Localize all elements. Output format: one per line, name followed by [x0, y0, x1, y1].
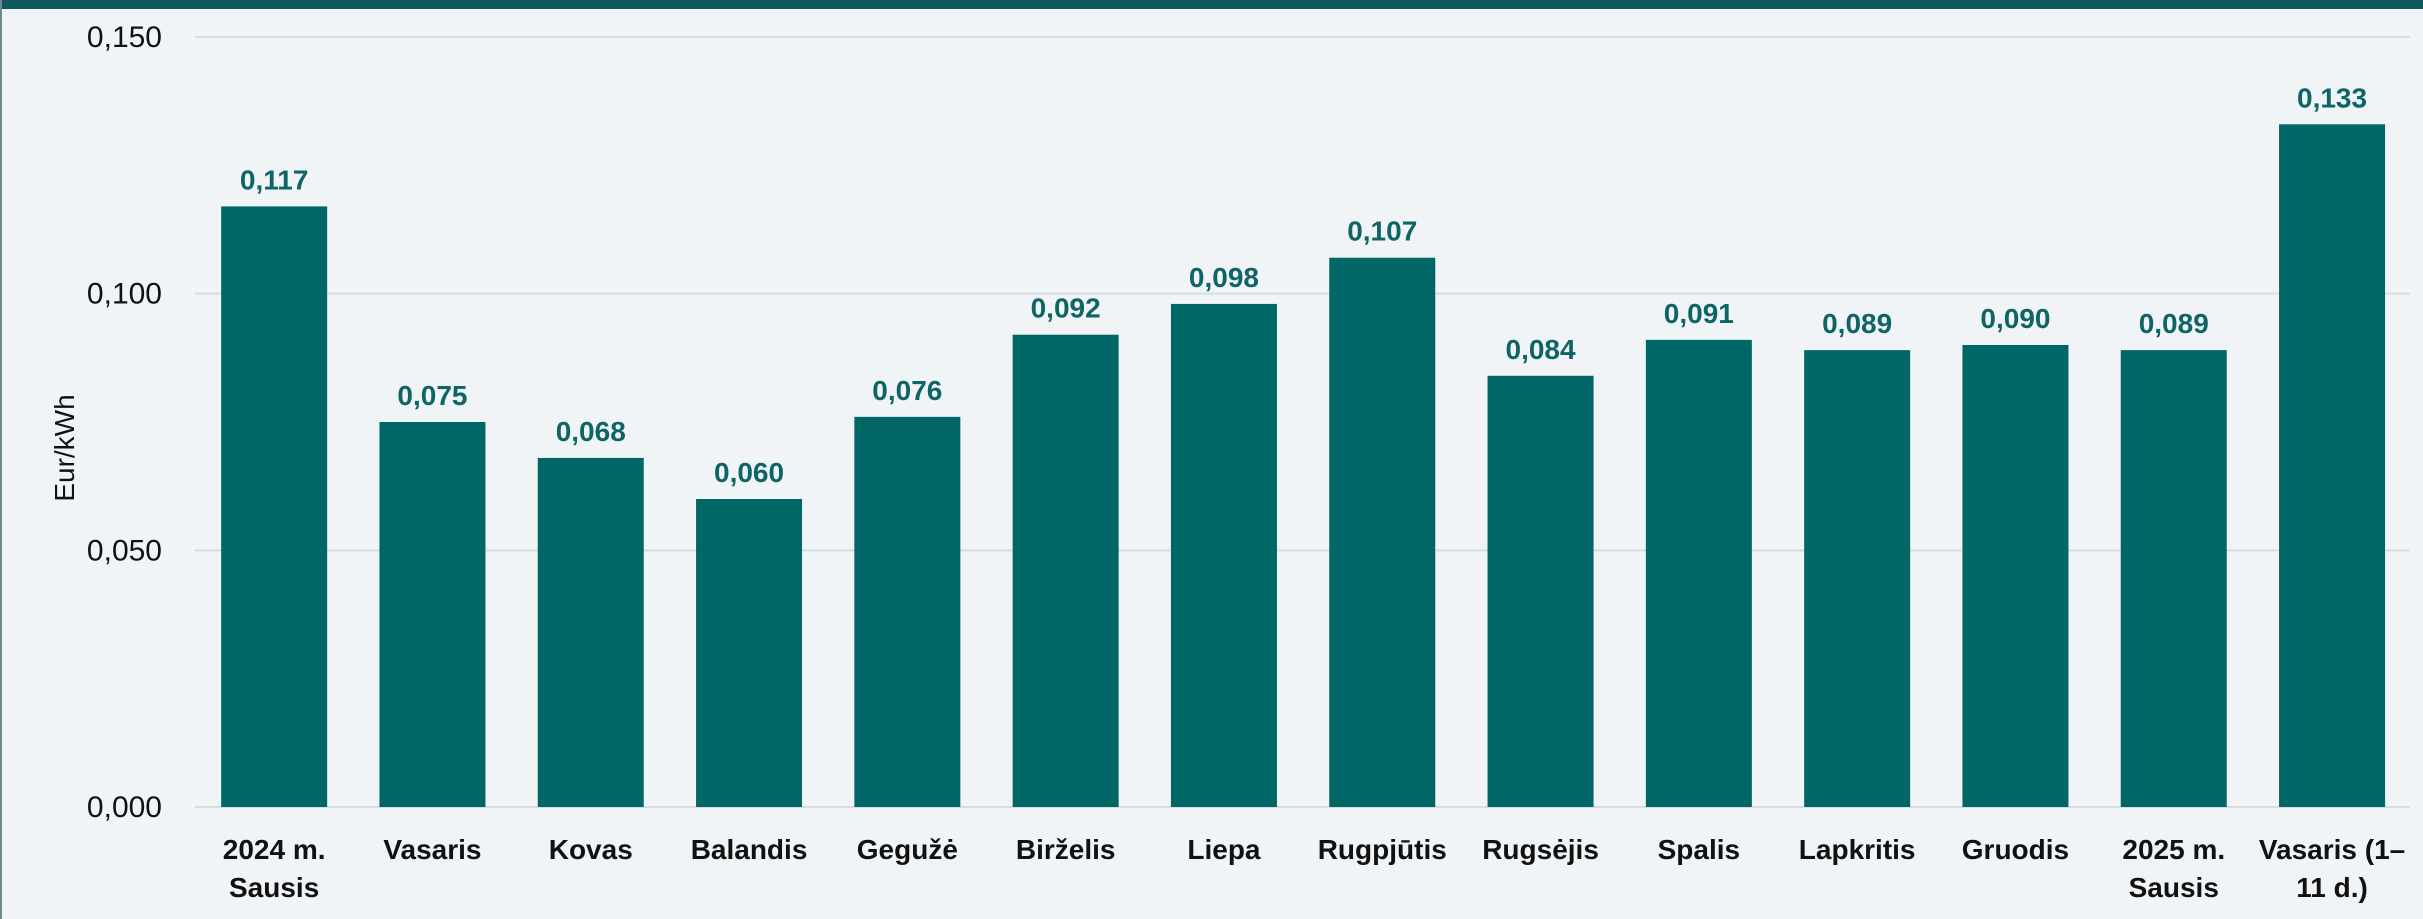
- bar: [2120, 350, 2227, 807]
- category-label: Vasaris (1–: [2259, 834, 2405, 865]
- data-label: 0,089: [1822, 308, 1892, 339]
- data-label: 0,091: [1664, 298, 1734, 329]
- y-tick-label: 0,000: [87, 791, 162, 824]
- category-label: Kovas: [549, 834, 633, 865]
- bar: [1329, 257, 1436, 807]
- category-label: Birželis: [1016, 834, 1116, 865]
- data-labels: 0,117 0,075 0,068 0,060 0,076 0,092 0,098 0,107…: [240, 82, 2367, 488]
- bar: [379, 422, 486, 807]
- data-label: 0,068: [556, 416, 626, 447]
- category-label: Spalis: [1658, 834, 1740, 865]
- top-band: [2, 0, 2423, 9]
- data-label: 0,076: [872, 375, 942, 406]
- gridlines: [195, 36, 2410, 808]
- category-label: Liepa: [1187, 834, 1261, 865]
- y-tick-label: 0,100: [87, 278, 162, 311]
- bar: [2279, 124, 2386, 808]
- category-label: Gruodis: [1962, 834, 2069, 865]
- category-label: 11 d.): [2296, 872, 2368, 903]
- bar: [1962, 345, 2069, 807]
- bar: [1487, 375, 1594, 807]
- data-label: 0,090: [1980, 303, 2050, 334]
- y-tick-label: 0,150: [87, 21, 162, 54]
- y-axis-title: Eur/kWh: [49, 394, 80, 501]
- data-label: 0,075: [397, 380, 467, 411]
- data-label: 0,098: [1189, 262, 1259, 293]
- x-axis-categories: 2024 m. Sausis Vasaris Kovas Balandis Gegužė B…: [223, 834, 2405, 903]
- data-label: 0,117: [240, 164, 309, 195]
- category-label: 2025 m.: [2122, 834, 2225, 865]
- data-label: 0,089: [2139, 308, 2209, 339]
- category-label: Balandis: [691, 834, 808, 865]
- data-label: 0,084: [1506, 334, 1576, 365]
- category-label: Gegužė: [857, 834, 958, 865]
- data-label: 0,133: [2297, 82, 2367, 113]
- category-label: Sausis: [2129, 872, 2219, 903]
- category-label: Rugsėjis: [1482, 834, 1599, 865]
- bar: [1645, 339, 1752, 807]
- bar: [696, 499, 803, 807]
- bar: [854, 416, 961, 807]
- data-label: 0,107: [1347, 216, 1417, 247]
- bar: [1170, 303, 1277, 807]
- bar: [1012, 334, 1119, 807]
- category-label: 2024 m.: [223, 834, 326, 865]
- bars: [221, 124, 2386, 808]
- data-label: 0,060: [714, 457, 784, 488]
- category-label: Lapkritis: [1799, 834, 1916, 865]
- category-label: Sausis: [229, 872, 319, 903]
- category-label: Vasaris: [383, 834, 481, 865]
- bar: [221, 206, 328, 807]
- bar: [1804, 350, 1911, 807]
- y-tick-label: 0,050: [87, 534, 162, 567]
- data-label: 0,092: [1031, 293, 1101, 324]
- y-axis-ticks: 0,000 0,050 0,100 0,150: [87, 21, 162, 824]
- category-label: Rugpjūtis: [1318, 834, 1447, 865]
- bar: [537, 457, 644, 807]
